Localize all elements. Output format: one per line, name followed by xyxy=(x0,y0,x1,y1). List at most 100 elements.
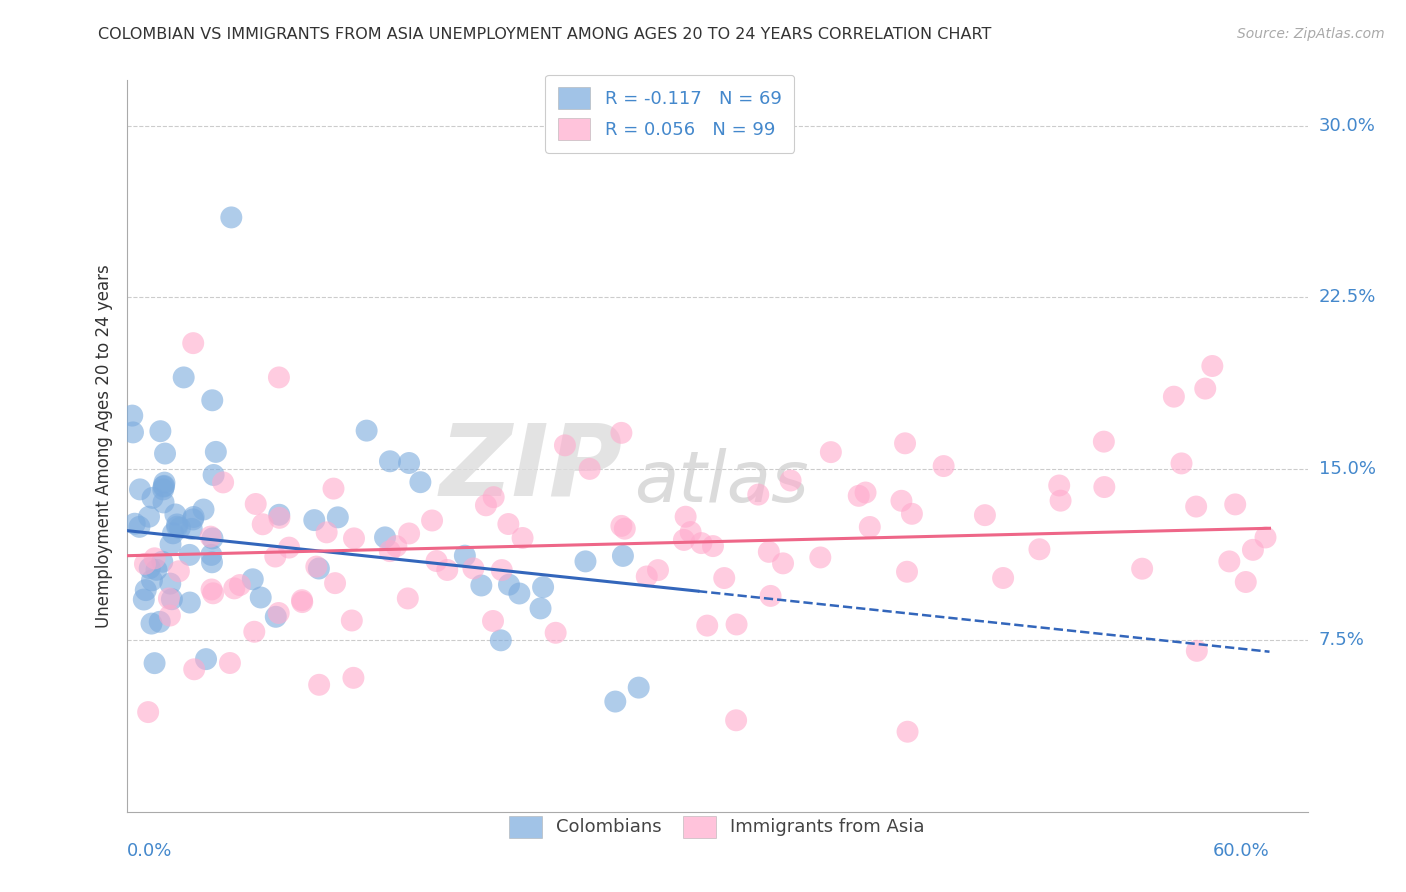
Point xyxy=(713,571,735,585)
Point xyxy=(702,539,724,553)
Point xyxy=(725,617,748,632)
Point xyxy=(696,618,718,632)
Point xyxy=(242,572,264,586)
Point xyxy=(991,571,1014,585)
Point xyxy=(160,592,183,607)
Point xyxy=(245,497,267,511)
Point xyxy=(489,633,512,648)
Text: 60.0%: 60.0% xyxy=(1213,842,1270,860)
Text: ZIP: ZIP xyxy=(440,419,623,516)
Point xyxy=(159,608,181,623)
Point xyxy=(1241,542,1264,557)
Point xyxy=(855,485,877,500)
Point xyxy=(1185,500,1208,514)
Point xyxy=(508,586,530,600)
Point xyxy=(136,705,159,719)
Point xyxy=(305,559,328,574)
Point xyxy=(193,502,215,516)
Point xyxy=(269,508,291,522)
Point xyxy=(201,555,224,569)
Point xyxy=(1201,359,1223,373)
Point xyxy=(398,526,420,541)
Point xyxy=(221,211,243,225)
Point xyxy=(974,508,997,523)
Point xyxy=(224,582,246,596)
Point xyxy=(894,436,917,450)
Point xyxy=(342,671,364,685)
Point xyxy=(613,522,636,536)
Point xyxy=(201,532,224,546)
Point xyxy=(454,549,477,563)
Point xyxy=(195,652,218,666)
Text: Source: ZipAtlas.com: Source: ZipAtlas.com xyxy=(1237,27,1385,41)
Point xyxy=(627,681,650,695)
Text: 0.0%: 0.0% xyxy=(127,842,172,860)
Point xyxy=(820,445,842,459)
Point xyxy=(267,606,290,620)
Point xyxy=(1092,434,1115,449)
Point xyxy=(848,489,870,503)
Point xyxy=(409,475,432,490)
Point xyxy=(202,586,225,600)
Point xyxy=(529,601,551,615)
Text: atlas: atlas xyxy=(634,448,808,517)
Point xyxy=(378,544,401,558)
Point xyxy=(200,548,222,562)
Point xyxy=(1163,390,1185,404)
Point xyxy=(398,456,420,470)
Point xyxy=(135,583,157,598)
Point xyxy=(201,393,224,408)
Point xyxy=(759,589,782,603)
Point xyxy=(544,625,567,640)
Point xyxy=(157,591,180,606)
Point xyxy=(326,510,349,524)
Point xyxy=(181,336,204,351)
Point xyxy=(1234,574,1257,589)
Point xyxy=(212,475,235,490)
Point xyxy=(470,578,492,592)
Text: 7.5%: 7.5% xyxy=(1319,632,1365,649)
Point xyxy=(679,524,702,539)
Point xyxy=(159,576,181,591)
Point xyxy=(482,614,505,628)
Point xyxy=(252,517,274,532)
Point xyxy=(122,425,145,440)
Point xyxy=(343,532,366,546)
Point xyxy=(1225,497,1247,511)
Point xyxy=(291,595,314,609)
Point xyxy=(308,678,330,692)
Point xyxy=(396,591,419,606)
Point xyxy=(1047,478,1070,492)
Point xyxy=(636,569,658,583)
Point xyxy=(475,498,498,512)
Point xyxy=(166,517,188,532)
Point xyxy=(149,424,172,438)
Point xyxy=(153,479,176,493)
Point xyxy=(690,536,713,550)
Text: 15.0%: 15.0% xyxy=(1319,460,1375,478)
Point xyxy=(578,462,600,476)
Point xyxy=(202,467,225,482)
Point xyxy=(747,487,769,501)
Point xyxy=(143,551,166,566)
Point xyxy=(896,565,918,579)
Point xyxy=(772,557,794,571)
Point xyxy=(138,561,160,575)
Point xyxy=(890,493,912,508)
Point xyxy=(278,541,301,555)
Point xyxy=(165,508,187,522)
Point xyxy=(1194,382,1216,396)
Point xyxy=(169,521,191,535)
Point xyxy=(323,576,346,591)
Point xyxy=(138,509,160,524)
Point xyxy=(610,425,633,440)
Point xyxy=(340,614,363,628)
Point xyxy=(356,424,378,438)
Point xyxy=(121,409,143,423)
Point xyxy=(183,662,205,676)
Point xyxy=(269,511,291,525)
Point xyxy=(124,516,146,531)
Point xyxy=(149,615,172,629)
Text: COLOMBIAN VS IMMIGRANTS FROM ASIA UNEMPLOYMENT AMONG AGES 20 TO 24 YEARS CORRELA: COLOMBIAN VS IMMIGRANTS FROM ASIA UNEMPL… xyxy=(98,27,991,42)
Point xyxy=(132,592,155,607)
